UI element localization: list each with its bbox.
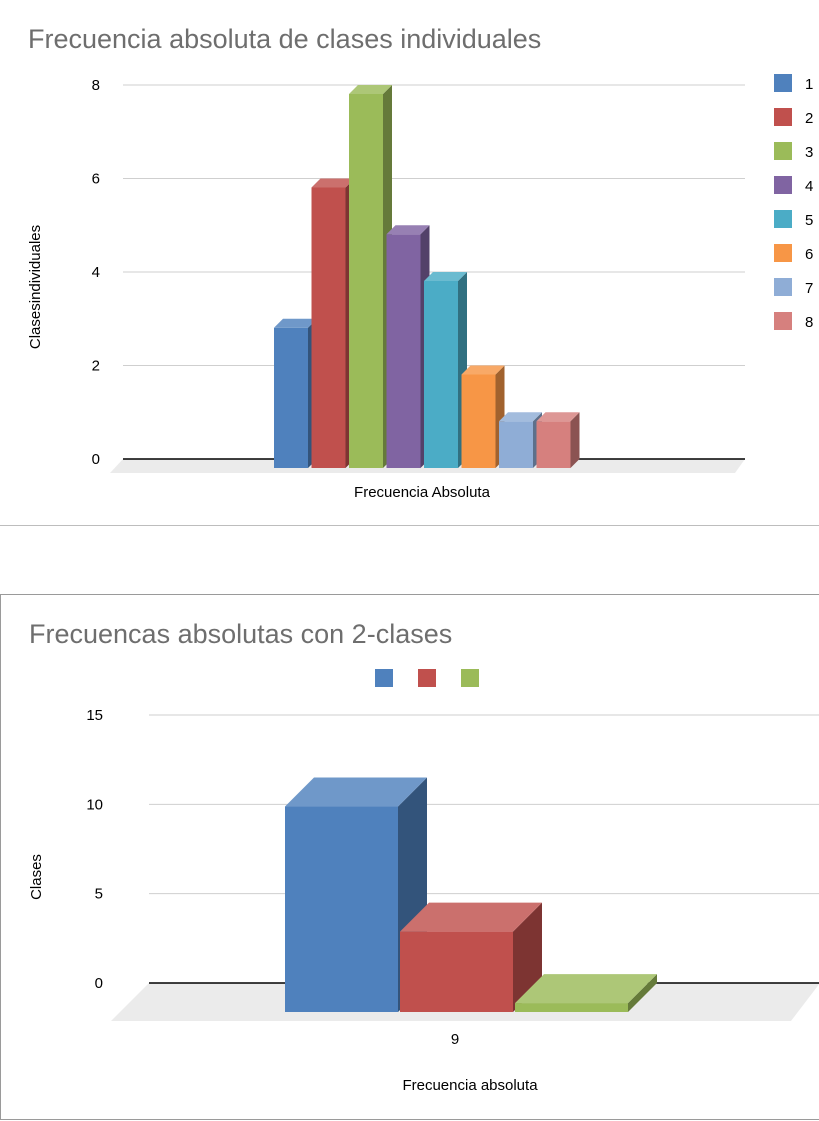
bar-top xyxy=(386,225,430,235)
bar-front xyxy=(274,327,308,468)
bar-series-4 xyxy=(386,225,430,468)
y-tick-label: 2 xyxy=(92,358,100,375)
y-tick-label: 0 xyxy=(95,975,103,992)
bar-top xyxy=(349,85,392,94)
bar-series-3 xyxy=(515,974,657,1012)
chart-title: Frecuencia absoluta de clases individual… xyxy=(28,24,542,54)
legend xyxy=(375,669,479,687)
y-tick-label: 4 xyxy=(92,264,100,281)
x-axis-label: Frecuencia Absoluta xyxy=(354,484,491,501)
bar-top xyxy=(515,974,657,1004)
bar-front xyxy=(285,806,398,1012)
y-tick-label: 0 xyxy=(92,451,100,468)
bar-series-5 xyxy=(424,272,467,468)
y-axis-label: Clasesindividuales xyxy=(27,225,44,349)
bar-front xyxy=(499,421,533,468)
legend-label: 3 xyxy=(805,144,813,161)
y-tick-label: 10 xyxy=(86,796,103,813)
bar-series-1 xyxy=(274,318,317,468)
legend-label: 7 xyxy=(805,280,813,297)
bar-front xyxy=(311,187,346,468)
bar-series-6 xyxy=(461,365,505,468)
legend-label: 4 xyxy=(805,178,813,195)
bar-chart-two-classes: 0 5 10 15 9 Frecuencia absoluta Clases xyxy=(28,669,819,1094)
y-tick-label: 5 xyxy=(95,886,103,903)
legend-label: 8 xyxy=(805,314,813,331)
bar-front xyxy=(386,234,421,468)
y-axis-label: Clases xyxy=(28,854,45,900)
bar-side xyxy=(628,974,657,1012)
bar-series-2 xyxy=(400,902,542,1012)
bar-series-8 xyxy=(536,412,580,468)
bar-top xyxy=(536,412,580,422)
legend-swatch xyxy=(774,278,792,296)
bar-top xyxy=(461,365,505,375)
bar-side xyxy=(570,412,580,468)
bar-top xyxy=(424,272,467,281)
legend-swatch xyxy=(418,669,436,687)
x-axis-label: Frecuencia absoluta xyxy=(402,1077,538,1094)
bar-front xyxy=(349,94,383,468)
legend-swatch xyxy=(461,669,479,687)
y-tick-label: 15 xyxy=(86,707,103,724)
legend-swatch xyxy=(774,142,792,160)
legend-swatch xyxy=(774,74,792,92)
chart-title: Frecuencas absolutas con 2-clases xyxy=(29,619,453,649)
legend-label: 6 xyxy=(805,246,813,263)
legend-swatch xyxy=(774,244,792,262)
bar-top xyxy=(311,178,355,188)
bar-top xyxy=(400,902,542,932)
bar-series-7 xyxy=(499,412,542,468)
legend-swatch xyxy=(774,312,792,330)
bar-front xyxy=(400,931,513,1012)
bar-series-3 xyxy=(349,85,392,468)
x-tick-label: 9 xyxy=(451,1031,459,1048)
y-tick-label: 8 xyxy=(92,77,100,94)
bar-top xyxy=(274,318,317,328)
bar-front xyxy=(424,281,458,468)
legend-label: 2 xyxy=(805,110,813,127)
bar-top xyxy=(285,777,427,807)
legend-swatch xyxy=(774,210,792,228)
legend-swatch xyxy=(774,176,792,194)
chart-panel-two-classes: Frecuencas absolutas con 2-clases 0 5 10 15… xyxy=(0,594,819,1120)
bar-front xyxy=(461,374,496,468)
legend: 1 2 3 4 5 6 7 8 xyxy=(774,74,813,331)
bar-front xyxy=(515,1003,628,1012)
legend-swatch xyxy=(375,669,393,687)
bar-series-2 xyxy=(311,178,355,468)
legend-swatch xyxy=(774,108,792,126)
bar-top xyxy=(499,412,542,422)
bar-front xyxy=(536,421,571,468)
chart-panel-individual: Frecuencia absoluta de clases individual… xyxy=(0,0,819,526)
bar-chart-individual: 0 2 4 6 8 Frecuencia Absoluta Clasesindividual… xyxy=(27,74,813,501)
legend-label: 1 xyxy=(805,76,813,93)
legend-label: 5 xyxy=(805,212,813,229)
y-tick-label: 6 xyxy=(92,171,100,188)
